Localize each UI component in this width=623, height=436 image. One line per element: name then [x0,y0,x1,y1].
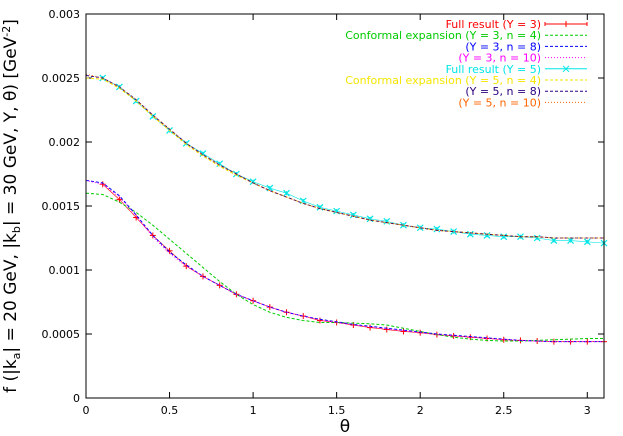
series-line [85,179,604,343]
legend-item: Conformal expansion (Y = 5, n = 4) [345,74,587,87]
y-axis-label-close: ] [1,19,21,26]
y-tick-label: 0.0015 [42,200,81,213]
legend-label: (Y = 3, n = 10) [458,52,541,65]
y-axis-label-sub-a: a [10,353,23,360]
y-tick-label: 0.0025 [42,72,81,85]
x-tick-label: 1.5 [328,404,346,417]
y-tick-labels: 0 0.0005 0.001 0.0015 0.002 0.0025 0.003 [42,8,81,405]
legend-label: (Y = 5, n = 10) [458,96,541,109]
legend-item: (Y = 3, n = 10) [458,52,587,65]
data-point [567,237,575,244]
legend-label: Full result (Y = 3) [446,18,541,31]
y-axis-label-mid: | = 20 GeV, |k [1,233,21,353]
data-point [199,273,206,280]
x-tick-label: 0 [83,404,90,417]
y-tick-label: 0.002 [49,136,81,149]
series-1 [99,181,607,345]
x-tick-label: 0.5 [161,404,179,417]
legend-item: Full result (Y = 5) [446,63,587,76]
data-point [216,282,223,289]
legend-label: Conformal expansion (Y = 3, n = 4) [345,29,541,42]
x-tick-labels: 0 0.5 1 1.5 2 2.5 3 [83,404,591,417]
x-tick-label: 3 [584,404,591,417]
y-tick-label: 0 [73,392,80,405]
data-point [149,232,156,239]
data-point [367,324,374,331]
series-layer [85,73,608,345]
data-point [316,317,323,324]
legend-item: (Y = 5, n = 8) [465,85,587,98]
y-axis-label-main: f (|k [1,359,21,393]
series-line [85,73,604,239]
legend-label: (Y = 5, n = 8) [465,85,541,98]
legend-item: (Y = 5, n = 10) [458,96,587,109]
y-tick-label: 0.0005 [42,328,81,341]
legend: Full result (Y = 3)Conformal expansion (… [345,18,588,109]
data-point [583,238,591,246]
legend-label: Full result (Y = 5) [446,63,541,76]
series-line [102,184,604,342]
data-point [283,189,290,197]
plot-frame [85,13,605,399]
legend-item: Conformal expansion (Y = 3, n = 4) [345,29,587,42]
y-axis-label-sup: -2 [0,26,13,37]
data-point [116,196,123,203]
legend-label: Conformal expansion (Y = 5, n = 4) [345,74,541,87]
y-tick-label: 0.003 [49,8,81,21]
x-tick-label: 1 [250,404,257,417]
y-tick-label: 0.001 [49,264,81,277]
series-3 [85,179,604,343]
data-point [550,237,558,244]
series-2 [85,192,604,342]
x-axis-label: θ [340,417,350,436]
legend-label: (Y = 3, n = 8) [465,40,541,53]
legend-marker [562,65,570,73]
y-axis-label-tail: | = 30 GeV, Y, θ) [GeV [1,36,21,226]
x-tick-label: 2 [417,404,424,417]
series-4 [85,179,604,343]
y-axis-label: f (|ka| = 20 GeV, |kb| = 30 GeV, Y, θ) [… [0,19,23,393]
x-tick-label: 2.5 [495,404,513,417]
y-axis-label-sub-b: b [10,226,23,233]
series-line [85,179,604,343]
series-line [85,192,604,342]
data-point [166,247,173,254]
series-8 [85,73,604,239]
legend-item: Full result (Y = 3) [446,18,588,31]
legend-item: (Y = 3, n = 8) [465,40,587,53]
data-point [383,326,390,333]
